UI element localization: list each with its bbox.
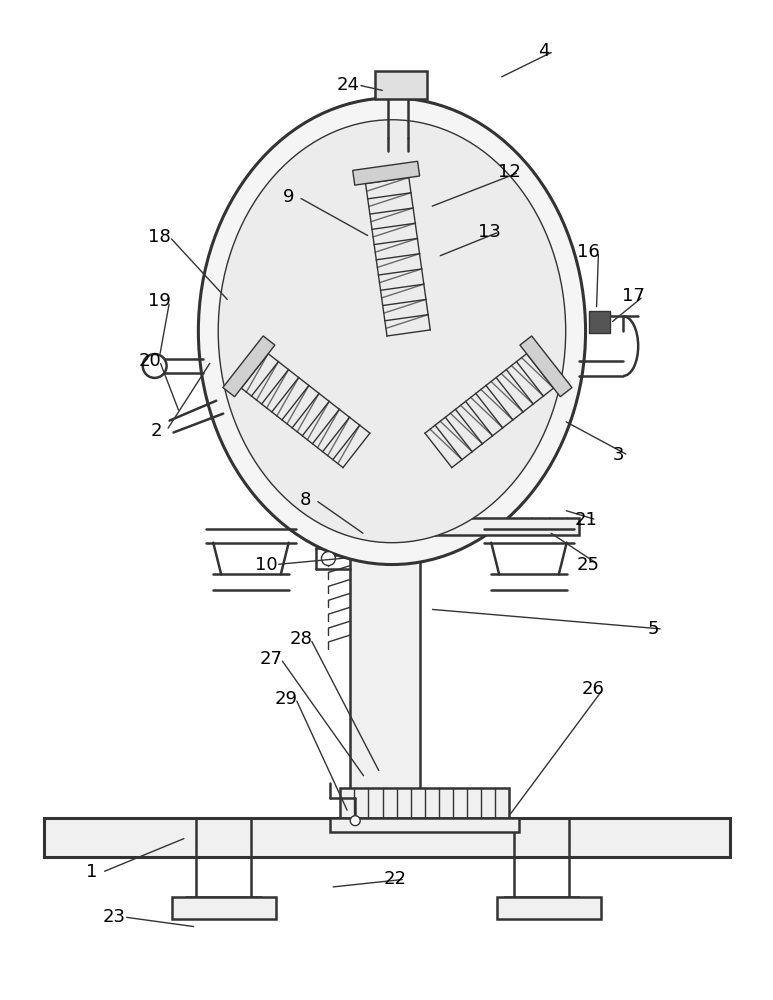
- Circle shape: [322, 552, 335, 566]
- Text: 2: 2: [151, 422, 162, 440]
- Bar: [350, 530, 420, 818]
- Polygon shape: [352, 161, 420, 185]
- Text: 27: 27: [259, 650, 282, 668]
- Text: 29: 29: [274, 690, 298, 708]
- Text: 13: 13: [478, 223, 501, 241]
- Text: 23: 23: [103, 908, 125, 926]
- Bar: [172, 897, 276, 919]
- Text: 24: 24: [337, 76, 359, 94]
- Bar: [588, 311, 611, 333]
- Text: 25: 25: [577, 556, 600, 574]
- Text: 8: 8: [300, 491, 312, 509]
- Circle shape: [143, 354, 167, 378]
- Text: 19: 19: [148, 292, 171, 310]
- Text: 20: 20: [138, 352, 161, 370]
- Text: 9: 9: [283, 188, 295, 206]
- Text: 1: 1: [87, 863, 98, 881]
- Polygon shape: [520, 336, 572, 397]
- Polygon shape: [223, 336, 275, 397]
- Text: 5: 5: [647, 620, 659, 638]
- Text: 21: 21: [575, 511, 598, 529]
- Ellipse shape: [218, 120, 566, 543]
- Bar: [330, 818, 519, 832]
- Text: 16: 16: [577, 243, 600, 261]
- Text: 10: 10: [254, 556, 278, 574]
- Text: 22: 22: [383, 870, 407, 888]
- Text: 12: 12: [498, 163, 520, 181]
- Bar: [375, 71, 427, 99]
- Bar: [340, 788, 509, 818]
- Text: 18: 18: [148, 228, 171, 246]
- Text: 26: 26: [582, 680, 605, 698]
- Bar: [420, 518, 579, 535]
- Circle shape: [350, 816, 360, 826]
- Bar: [497, 897, 601, 919]
- Ellipse shape: [199, 98, 586, 565]
- Text: 4: 4: [538, 42, 550, 60]
- Text: 28: 28: [289, 630, 312, 648]
- Text: 3: 3: [612, 446, 624, 464]
- Text: 17: 17: [621, 287, 645, 305]
- Bar: [45, 818, 730, 857]
